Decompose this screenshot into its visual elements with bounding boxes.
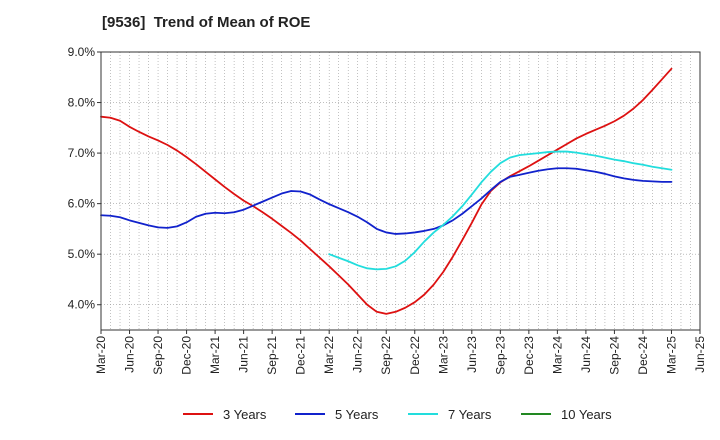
x-tick-label: Sep-22 (379, 336, 393, 375)
series-line-3 (328, 150, 673, 271)
x-tick-label: Dec-24 (636, 336, 650, 375)
x-tick-label: Mar-21 (208, 336, 222, 374)
x-tick-label: Mar-22 (322, 336, 336, 374)
x-tick-label: Sep-24 (607, 336, 621, 375)
plot-area (101, 52, 700, 330)
legend-label: 10 Years (561, 407, 612, 422)
x-tick-label: Sep-20 (151, 336, 165, 375)
x-tick-label: Mar-25 (664, 336, 678, 374)
x-tick-label: Jun-20 (123, 336, 137, 373)
x-tick-label: Jun-25 (693, 336, 707, 373)
series-line-2 (100, 167, 673, 235)
y-tick-label: 7.0% (68, 146, 96, 160)
x-tick-label: Mar-23 (436, 336, 450, 374)
chart-title: [9536] Trend of Mean of ROE (102, 14, 311, 31)
y-tick-label: 4.0% (68, 298, 96, 312)
x-tick-label: Dec-23 (522, 336, 536, 375)
y-tick-label: 5.0% (68, 247, 96, 261)
x-tick-label: Jun-22 (351, 336, 365, 373)
series-line-1 (100, 67, 673, 315)
legend-label: 7 Years (448, 407, 492, 422)
x-tick-label: Jun-21 (237, 336, 251, 373)
y-tick-label: 9.0% (68, 45, 96, 59)
legend: 3 Years 5 Years 7 Years 10 Years (183, 407, 612, 422)
y-tick-label: 6.0% (68, 197, 96, 211)
x-tick-label: Dec-22 (408, 336, 422, 375)
x-tick-label: Sep-23 (493, 336, 507, 375)
x-axis-ticks: Mar-20 Jun-20 Sep-20 Dec-20 Mar-21 Jun-21 Sep-… (94, 330, 707, 375)
x-tick-label: Mar-24 (550, 336, 564, 374)
y-axis-ticks: 4.0% 5.0% 6.0% 7.0% 8.0% 9.0% (68, 45, 101, 312)
legend-label: 3 Years (223, 407, 267, 422)
x-tick-label: Mar-20 (94, 336, 108, 374)
x-tick-label: Jun-24 (579, 336, 593, 373)
series-lines (100, 67, 673, 315)
x-tick-label: Jun-23 (465, 336, 479, 373)
legend-label: 5 Years (335, 407, 379, 422)
x-tick-label: Sep-21 (265, 336, 279, 375)
plot-frame (100, 51, 701, 331)
y-tick-label: 8.0% (68, 96, 96, 110)
x-tick-label: Dec-20 (180, 336, 194, 375)
x-tick-label: Dec-21 (294, 336, 308, 375)
